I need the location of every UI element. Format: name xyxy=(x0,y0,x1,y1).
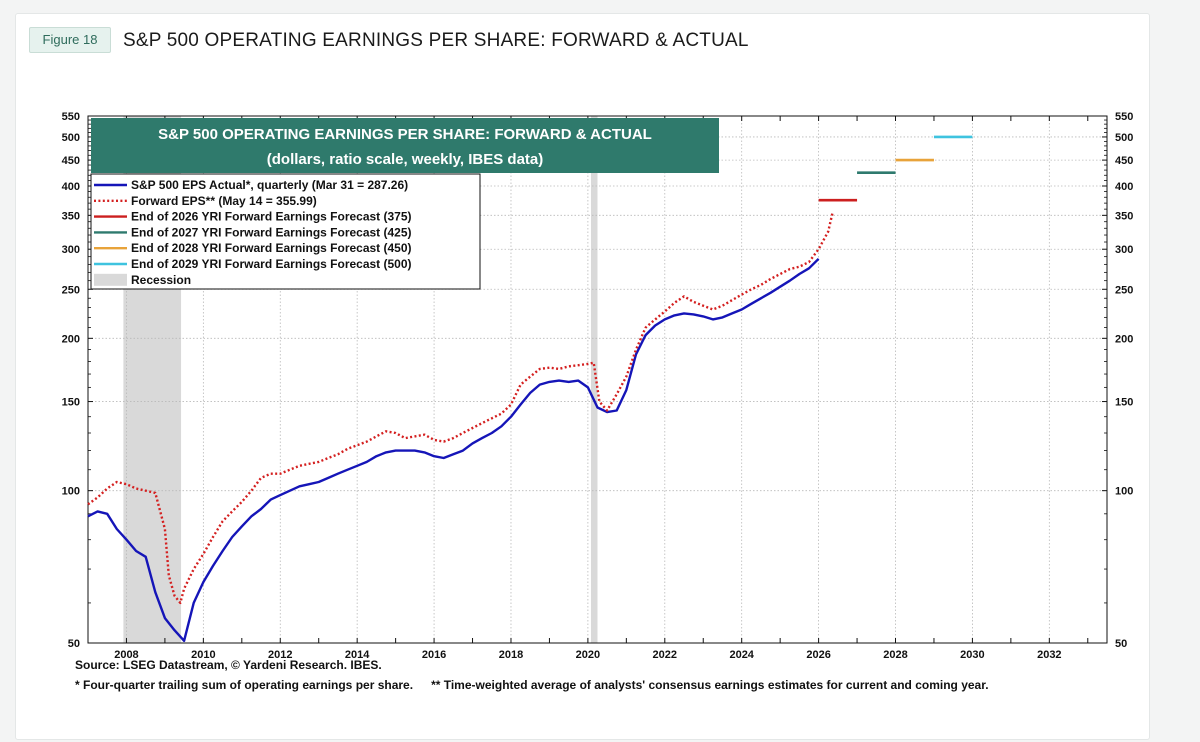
series-layer xyxy=(87,211,834,642)
y-tick-label-left: 250 xyxy=(62,284,80,296)
x-tick-label: 2016 xyxy=(422,649,446,661)
y-tick-label-right: 500 xyxy=(1115,132,1133,144)
x-tick-label: 2030 xyxy=(960,649,984,661)
x-tick-label: 2014 xyxy=(345,649,370,661)
y-tick-label-left: 100 xyxy=(62,486,80,498)
y-tick-label-left: 150 xyxy=(62,397,80,409)
chart-subtitle: (dollars, ratio scale, weekly, IBES data… xyxy=(267,151,544,168)
y-tick-label-left: 50 xyxy=(68,638,80,650)
legend-label-f2028: End of 2028 YRI Forward Earnings Forecas… xyxy=(131,241,412,255)
y-tick-label-right: 100 xyxy=(1115,486,1133,498)
chart-header: S&P 500 OPERATING EARNINGS PER SHARE: FO… xyxy=(91,118,719,173)
y-tick-label-right: 550 xyxy=(1115,111,1133,123)
x-tick-label: 2020 xyxy=(576,649,600,661)
x-tick-label: 2010 xyxy=(191,649,215,661)
x-tick-label: 2022 xyxy=(653,649,677,661)
y-tick-label-right: 200 xyxy=(1115,333,1133,345)
legend: S&P 500 EPS Actual*, quarterly (Mar 31 =… xyxy=(90,173,481,290)
y-tick-label-left: 350 xyxy=(62,210,80,222)
y-tick-label-left: 450 xyxy=(62,155,80,167)
page-title: S&P 500 OPERATING EARNINGS PER SHARE: FO… xyxy=(123,30,749,51)
recession-band-1 xyxy=(590,116,598,643)
y-tick-label-right: 50 xyxy=(1115,638,1127,650)
y-tick-label-left: 500 xyxy=(62,132,80,144)
y-tick-label-right: 300 xyxy=(1115,244,1133,256)
y-tick-label-left: 300 xyxy=(62,244,80,256)
y-tick-label-left: 550 xyxy=(62,111,80,123)
y-axis-right: 50 100 150 200 250 300 350 400 450 500 550 xyxy=(1102,111,1133,650)
y-tick-label-right: 400 xyxy=(1115,181,1133,193)
y-tick-label-left: 400 xyxy=(62,181,80,193)
series-forward-eps xyxy=(87,211,834,605)
series-eps-actual xyxy=(87,257,820,642)
source-note: Source: LSEG Datastream, © Yardeni Resea… xyxy=(75,658,382,672)
x-tick-label: 2018 xyxy=(499,649,523,661)
chart-title: S&P 500 OPERATING EARNINGS PER SHARE: FO… xyxy=(158,126,652,143)
legend-box xyxy=(90,173,481,290)
y-tick-label-right: 450 xyxy=(1115,155,1133,167)
footnotes: * Four-quarter trailing sum of operating… xyxy=(75,678,989,692)
x-tick-label: 2032 xyxy=(1037,649,1061,661)
x-tick-label: 2012 xyxy=(268,649,292,661)
legend-label-forward: Forward EPS** (May 14 = 355.99) xyxy=(131,194,317,208)
plot-frame xyxy=(87,115,1108,644)
forecast-lines xyxy=(818,135,973,202)
legend-label-f2027: End of 2027 YRI Forward Earnings Forecas… xyxy=(131,225,412,239)
y-tick-label-right: 350 xyxy=(1115,210,1133,222)
footnote-1: * Four-quarter trailing sum of operating… xyxy=(75,678,414,692)
legend-label-f2026: End of 2026 YRI Forward Earnings Forecas… xyxy=(131,210,412,224)
x-axis: 2008 2010 2012 2014 2016 2018 2020 2022 2024 2026… xyxy=(87,116,1089,661)
x-tick-label: 2024 xyxy=(729,649,754,661)
y-tick-label-right: 250 xyxy=(1115,284,1133,296)
y-tick-label-right: 150 xyxy=(1115,397,1133,409)
x-tick-label: 2028 xyxy=(883,649,907,661)
footnote-2: ** Time-weighted average of analysts' co… xyxy=(431,678,989,692)
y-tick-label-left: 200 xyxy=(62,333,80,345)
legend-label-actual: S&P 500 EPS Actual*, quarterly (Mar 31 =… xyxy=(131,178,408,192)
legend-label-f2029: End of 2029 YRI Forward Earnings Forecas… xyxy=(131,257,412,271)
chart-header-box xyxy=(91,118,719,173)
figure-tag: Figure 18 xyxy=(29,27,111,53)
legend-label-recession: Recession xyxy=(131,273,191,287)
x-tick-label: 2026 xyxy=(806,649,830,661)
x-tick-label: 2008 xyxy=(114,649,138,661)
legend-swatch-recession xyxy=(94,273,127,286)
